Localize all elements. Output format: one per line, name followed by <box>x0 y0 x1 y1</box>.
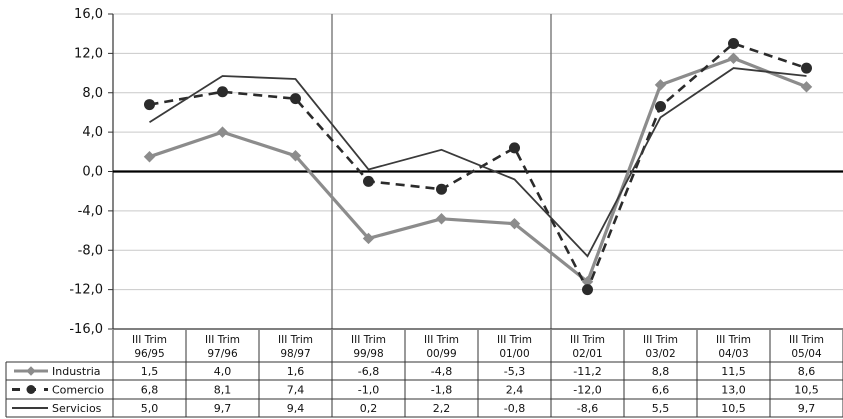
x-tick-label: III Trim <box>132 334 167 346</box>
data-point-circle <box>655 101 666 113</box>
series-line <box>148 56 808 284</box>
table-cell-value: 6,8 <box>141 384 159 397</box>
table-cell-value: 9,4 <box>287 402 305 415</box>
table-cell-value: 1,6 <box>287 365 305 378</box>
table-cell-value: 7,4 <box>287 384 305 397</box>
data-point-circle <box>509 142 520 154</box>
x-tick-label: 98/97 <box>280 348 310 360</box>
data-point-circle <box>144 99 155 111</box>
y-tick-labels: 16,0 12,0 8,0 4,0 0,0 -4,0 -8,0 -12,0 -16,0 <box>69 7 103 337</box>
data-point-circle <box>217 86 228 98</box>
x-tick-label: III Trim <box>643 334 678 346</box>
table-cell-value: 10,5 <box>794 384 819 397</box>
y-tick-label: 16,0 <box>74 7 103 22</box>
series-industria <box>143 52 813 288</box>
x-tick-label: 05/04 <box>791 348 822 360</box>
table-cell-value: -4,8 <box>431 365 452 378</box>
series-line <box>149 67 807 258</box>
data-point-circle <box>728 38 739 50</box>
table-cell-value: -11,2 <box>573 365 601 378</box>
series-lines <box>143 38 813 296</box>
x-tick-label: 03/02 <box>645 348 675 360</box>
data-point-diamond <box>508 217 521 230</box>
table-cell-value: 9,7 <box>214 402 232 415</box>
table-cell-value: 5,5 <box>652 402 670 415</box>
x-tick-label: 01/00 <box>499 348 529 360</box>
table-cell-value: 8,6 <box>798 365 816 378</box>
y-tick-label: 8,0 <box>82 86 103 101</box>
table-cell-value: -1,8 <box>431 384 452 397</box>
x-tick-label: III Trim <box>351 334 386 346</box>
table-cell-value: 10,5 <box>721 402 746 415</box>
y-tick-label: -8,0 <box>78 243 103 258</box>
table-cell-value: 8,8 <box>652 365 670 378</box>
data-point-circle <box>363 175 374 187</box>
data-point-diamond <box>654 79 667 91</box>
y-tick-label: 12,0 <box>74 46 103 61</box>
y-tick-label: -16,0 <box>69 322 103 337</box>
data-point-diamond <box>143 151 156 163</box>
table-cell-value: 9,7 <box>798 402 816 415</box>
table-cell-value: 13,0 <box>721 384 746 397</box>
table-cell-value: 0,2 <box>360 402 378 415</box>
data-point-diamond <box>289 150 302 162</box>
table-cell-value: -1,0 <box>358 384 379 397</box>
table-cell-value: -5,3 <box>504 365 525 378</box>
data-table: III Trim 96/95 III Trim 97/96 III Trim 98/97 I… <box>5 330 843 418</box>
x-tick-label: 02/01 <box>572 348 602 360</box>
table-cell-value: 4,0 <box>214 365 232 378</box>
data-point-diamond <box>800 81 813 93</box>
x-tick-label: III Trim <box>570 334 605 346</box>
x-tick-label: 96/95 <box>134 348 164 360</box>
x-tick-label: III Trim <box>716 334 751 346</box>
legend-marker <box>26 385 36 394</box>
x-tick-label: III Trim <box>789 334 824 346</box>
data-point-circle <box>290 93 301 105</box>
data-point-circle <box>436 183 447 195</box>
table-cell-value: 2,4 <box>506 384 524 397</box>
x-tick-label: III Trim <box>205 334 240 346</box>
legend-label: Servicios <box>52 402 102 415</box>
x-tick-label: III Trim <box>424 334 459 346</box>
x-tick-label: III Trim <box>278 334 313 346</box>
data-point-diamond <box>26 366 36 376</box>
axes <box>108 13 843 330</box>
x-tick-label: III Trim <box>497 334 532 346</box>
table-cell-value: 6,6 <box>652 384 670 397</box>
data-point-circle <box>582 284 593 296</box>
table-cell-value: 1,5 <box>141 365 159 378</box>
series-servicios <box>149 67 807 258</box>
y-tick-label: -4,0 <box>78 204 103 219</box>
legend-label: Industria <box>52 365 101 378</box>
x-tick-label: 97/96 <box>207 348 238 360</box>
y-tick-label: 0,0 <box>82 165 103 180</box>
table-cell-value: -12,0 <box>573 384 601 397</box>
table-cell-value: 2,2 <box>433 402 451 415</box>
series-line <box>149 42 807 293</box>
data-point-diamond <box>435 213 448 225</box>
table-cell-value: 8,1 <box>214 384 232 397</box>
table-cell-value: -8,6 <box>577 402 598 415</box>
table-cell-value: 11,5 <box>721 365 746 378</box>
y-tick-label: 4,0 <box>82 125 103 140</box>
table-cell-value: -0,8 <box>504 402 525 415</box>
table-cell-value: -6,8 <box>358 365 379 378</box>
x-tick-label: 00/99 <box>426 348 456 360</box>
y-tick-label: -12,0 <box>69 283 103 298</box>
series-comercio <box>144 38 812 296</box>
data-point-diamond <box>727 52 740 65</box>
data-point-circle <box>801 62 812 74</box>
legend-label: Comercio <box>52 384 104 397</box>
data-point-diamond <box>362 232 375 245</box>
x-tick-label: 04/03 <box>718 348 748 360</box>
table-cell-value: 5,0 <box>141 402 159 415</box>
x-tick-label: 99/98 <box>353 348 383 360</box>
data-point-diamond <box>216 126 229 138</box>
